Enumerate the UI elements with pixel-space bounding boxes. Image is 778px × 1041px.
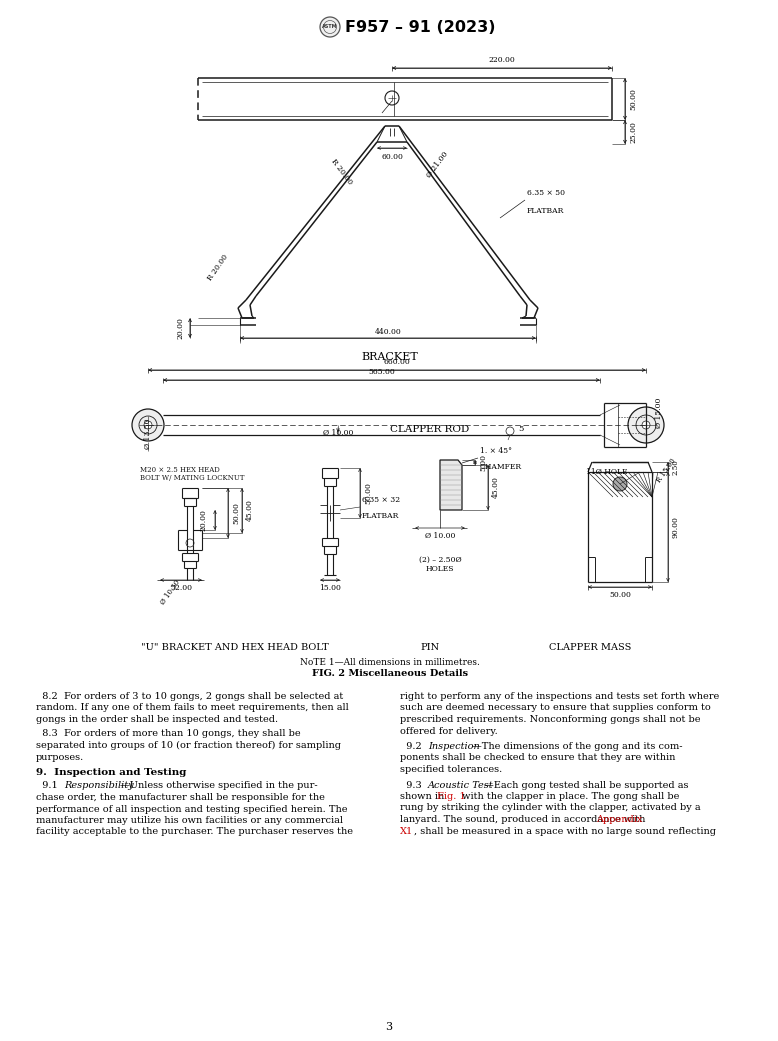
Text: —Each gong tested shall be supported as: —Each gong tested shall be supported as	[484, 781, 689, 789]
Text: (2) – 2.50Ø: (2) – 2.50Ø	[419, 556, 461, 564]
Text: Ø 10.00: Ø 10.00	[425, 532, 455, 540]
Text: 660.00: 660.00	[384, 358, 410, 366]
Text: rung by striking the cylinder with the clapper, activated by a: rung by striking the cylinder with the c…	[400, 804, 701, 812]
Text: FLATBAR: FLATBAR	[362, 512, 399, 520]
Circle shape	[132, 409, 164, 441]
Text: 25.00: 25.00	[629, 121, 637, 143]
Text: X1: X1	[400, 827, 413, 836]
Text: R 20.00: R 20.00	[330, 157, 354, 186]
Text: BOLT W/ MATING LOCKNUT: BOLT W/ MATING LOCKNUT	[140, 474, 244, 482]
Text: 5: 5	[518, 425, 524, 433]
Text: 2.50: 2.50	[672, 459, 680, 475]
Text: such are deemed necessary to ensure that supplies conform to: such are deemed necessary to ensure that…	[400, 704, 711, 712]
Text: with the clapper in place. The gong shall be: with the clapper in place. The gong shal…	[459, 792, 679, 801]
Text: ponents shall be checked to ensure that they are within: ponents shall be checked to ensure that …	[400, 754, 675, 762]
Text: shown in: shown in	[400, 792, 447, 801]
Text: —The dimensions of the gong and its com-: —The dimensions of the gong and its com-	[472, 742, 682, 751]
Text: 15.00: 15.00	[319, 584, 341, 592]
Text: 6.35 × 32: 6.35 × 32	[362, 496, 400, 504]
Text: 50.00: 50.00	[364, 482, 372, 504]
Text: 60.00: 60.00	[381, 153, 403, 161]
Text: 565.00: 565.00	[368, 369, 395, 376]
Text: 50.00: 50.00	[629, 88, 637, 110]
Text: 20.00: 20.00	[199, 509, 207, 531]
Polygon shape	[440, 460, 462, 510]
Text: 3: 3	[385, 1022, 393, 1032]
Text: 9.3: 9.3	[400, 781, 428, 789]
Text: ASTM: ASTM	[322, 24, 338, 28]
Text: 45.00: 45.00	[246, 500, 254, 522]
Text: manufacturer may utilize his own facilities or any commercial: manufacturer may utilize his own facilit…	[36, 816, 343, 826]
Text: 20.00: 20.00	[176, 318, 184, 339]
Text: Inspection: Inspection	[428, 742, 480, 751]
Text: F957 – 91 (2023): F957 – 91 (2023)	[345, 20, 496, 34]
Text: 5.00: 5.00	[479, 454, 487, 471]
Text: CLAPPER MASS: CLAPPER MASS	[548, 643, 631, 652]
Text: specified tolerances.: specified tolerances.	[400, 765, 503, 775]
Text: offered for delivery.: offered for delivery.	[400, 727, 498, 736]
Text: NᴏTE 1—All dimensions in millimetres.: NᴏTE 1—All dimensions in millimetres.	[300, 658, 480, 667]
Text: chase order, the manufacturer shall be responsible for the: chase order, the manufacturer shall be r…	[36, 793, 325, 802]
Text: M20 × 2.5 HEX HEAD: M20 × 2.5 HEX HEAD	[140, 466, 219, 474]
Text: lanyard. The sound, produced in accordance with: lanyard. The sound, produced in accordan…	[400, 815, 649, 824]
Text: 90.00: 90.00	[672, 516, 680, 538]
Text: 11Ø HOLE: 11Ø HOLE	[586, 468, 628, 476]
Text: 32.00: 32.00	[170, 584, 192, 592]
Circle shape	[628, 407, 664, 443]
Text: Ø 15.00: Ø 15.00	[655, 398, 663, 428]
Text: R 15.00: R 15.00	[655, 456, 678, 484]
Text: FLATBAR: FLATBAR	[527, 207, 564, 215]
Text: gongs in the order shall be inspected and tested.: gongs in the order shall be inspected an…	[36, 715, 278, 723]
Text: 45.00: 45.00	[492, 477, 500, 499]
Text: 9.1: 9.1	[36, 782, 64, 790]
Text: PIN: PIN	[420, 643, 440, 652]
Text: right to perform any of the inspections and tests set forth where: right to perform any of the inspections …	[400, 692, 719, 701]
Circle shape	[320, 17, 340, 37]
Text: —Unless otherwise specified in the pur-: —Unless otherwise specified in the pur-	[120, 782, 317, 790]
Text: 440.00: 440.00	[375, 328, 401, 336]
Text: Ø 10.50: Ø 10.50	[159, 578, 181, 606]
Text: prescribed requirements. Nonconforming gongs shall not be: prescribed requirements. Nonconforming g…	[400, 715, 700, 723]
Text: FIG. 2 Miscellaneous Details: FIG. 2 Miscellaneous Details	[312, 669, 468, 678]
Text: "U" BRACKET AND HEX HEAD BOLT: "U" BRACKET AND HEX HEAD BOLT	[141, 643, 329, 652]
Text: 6.35 × 50: 6.35 × 50	[527, 189, 565, 197]
Text: Ø 13.50: Ø 13.50	[144, 418, 152, 449]
Text: Ø 21.00: Ø 21.00	[425, 151, 450, 179]
Text: 50.00: 50.00	[609, 591, 631, 599]
Text: Responsibility: Responsibility	[64, 782, 134, 790]
Circle shape	[613, 477, 627, 491]
Text: facility acceptable to the purchaser. The purchaser reserves the: facility acceptable to the purchaser. Th…	[36, 828, 353, 837]
Text: Acoustic Test: Acoustic Test	[428, 781, 493, 789]
Text: HOLES: HOLES	[426, 565, 454, 573]
Text: random. If any one of them fails to meet requirements, then all: random. If any one of them fails to meet…	[36, 704, 349, 712]
Circle shape	[642, 421, 650, 429]
Circle shape	[144, 421, 152, 429]
Text: 9.2: 9.2	[400, 742, 428, 751]
Text: purposes.: purposes.	[36, 753, 84, 762]
Text: performance of all inspection and testing specified herein. The: performance of all inspection and testin…	[36, 805, 348, 813]
Text: R 20.00: R 20.00	[206, 253, 230, 282]
Text: Fig. 1: Fig. 1	[437, 792, 466, 801]
Text: 50.00: 50.00	[232, 502, 240, 524]
Text: CHAMFER: CHAMFER	[480, 463, 522, 471]
Text: BRACKET: BRACKET	[362, 352, 419, 362]
Text: Ø 10.00: Ø 10.00	[323, 429, 353, 437]
Text: , shall be measured in a space with no large sound reflecting: , shall be measured in a space with no l…	[414, 827, 716, 836]
Text: 9.  Inspection and Testing: 9. Inspection and Testing	[36, 768, 187, 777]
Text: 8.2  For orders of 3 to 10 gongs, 2 gongs shall be selected at: 8.2 For orders of 3 to 10 gongs, 2 gongs…	[36, 692, 343, 701]
Text: CLAPPER ROD: CLAPPER ROD	[391, 426, 470, 434]
Text: 1. × 45°: 1. × 45°	[480, 447, 512, 455]
Text: Appendix: Appendix	[596, 815, 643, 824]
Text: 220.00: 220.00	[489, 56, 515, 64]
Text: 8.3  For orders of more than 10 gongs, they shall be: 8.3 For orders of more than 10 gongs, th…	[36, 730, 300, 738]
Text: separated into groups of 10 (or fraction thereof) for sampling: separated into groups of 10 (or fraction…	[36, 741, 341, 751]
